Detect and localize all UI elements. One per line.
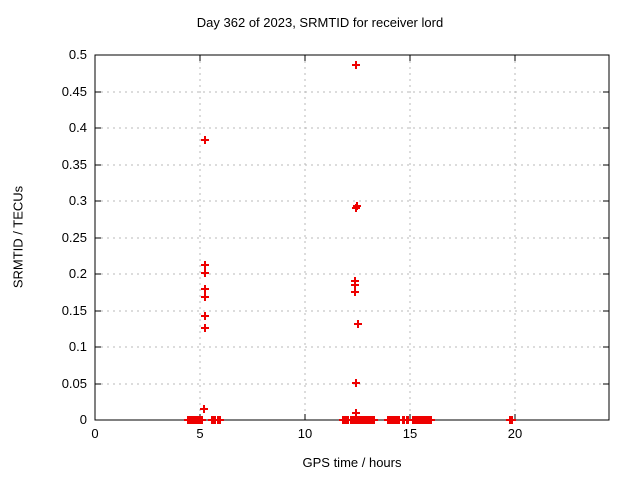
y-tick-label: 0.05	[62, 376, 87, 391]
y-tick-label: 0.4	[69, 120, 87, 135]
x-tick-label: 15	[403, 426, 417, 441]
data-point	[201, 269, 209, 277]
data-point	[354, 320, 362, 328]
y-tick-label: 0.3	[69, 193, 87, 208]
data-point	[508, 416, 516, 424]
chart-title: Day 362 of 2023, SRMTID for receiver lor…	[196, 15, 444, 30]
data-point	[200, 405, 208, 413]
y-tick-label: 0.35	[62, 157, 87, 172]
data-point	[201, 324, 209, 332]
data-point	[201, 261, 209, 269]
data-point	[352, 61, 360, 69]
data-point	[352, 379, 360, 387]
y-tick-label: 0.25	[62, 230, 87, 245]
data-point	[370, 416, 378, 424]
y-tick-label: 0.2	[69, 266, 87, 281]
data-point	[201, 136, 209, 144]
x-tick-label: 0	[91, 426, 98, 441]
data-point	[216, 416, 224, 424]
data-point	[427, 416, 435, 424]
x-axis-label: GPS time / hours	[302, 455, 402, 470]
x-tick-label: 5	[196, 426, 203, 441]
y-tick-label: 0.15	[62, 303, 87, 318]
data-point	[201, 293, 209, 301]
data-point	[201, 285, 209, 293]
y-tick-label: 0.1	[69, 339, 87, 354]
y-tick-label: 0.45	[62, 84, 87, 99]
data-point	[201, 312, 209, 320]
data-point	[351, 288, 359, 296]
y-axis-label: SRMTID / TECUs	[10, 185, 26, 289]
y-tick-label: 0.5	[69, 47, 87, 62]
plot-border	[94, 54, 610, 421]
data-point	[351, 281, 359, 289]
data-point	[352, 409, 360, 417]
x-tick-label: 10	[298, 426, 312, 441]
y-tick-label: 0	[80, 412, 87, 427]
data-point	[198, 416, 206, 424]
x-tick-label: 20	[508, 426, 522, 441]
data-point	[353, 202, 361, 210]
